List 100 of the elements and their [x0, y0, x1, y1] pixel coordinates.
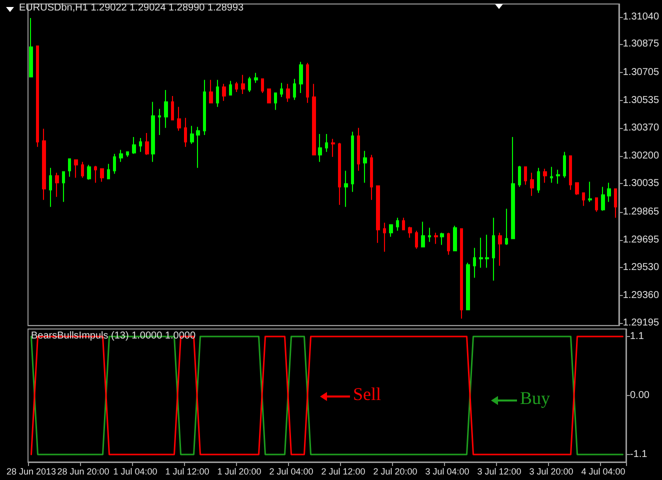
x-tick-label: 2 Jul 12:00	[321, 466, 366, 476]
candlestick	[601, 186, 605, 212]
y-tick-label: 1.31040	[622, 11, 660, 22]
candlestick	[434, 232, 438, 244]
x-tick-label: 2 Jul 04:00	[269, 466, 314, 476]
candlestick	[139, 137, 142, 152]
candlestick	[113, 153, 116, 174]
y-tick-label: 1.30875	[622, 38, 660, 50]
candlestick	[396, 217, 399, 232]
candlestick	[447, 232, 450, 256]
annotation: Buy	[520, 388, 550, 409]
candlestick	[151, 101, 155, 162]
candlestick	[293, 78, 296, 100]
candlestick	[158, 108, 161, 136]
candlestick	[286, 83, 290, 102]
candlestick	[376, 185, 380, 244]
candlestick	[492, 217, 495, 282]
candlestick	[415, 230, 418, 250]
candlestick	[145, 132, 149, 156]
candlestick	[306, 62, 309, 104]
candlestick	[62, 171, 65, 202]
candlestick	[338, 142, 341, 206]
candlestick	[68, 158, 71, 178]
candlestick	[209, 79, 213, 104]
candlestick	[511, 136, 515, 240]
candlestick	[460, 228, 463, 320]
x-tick-label: 3 Jul 04:00	[425, 466, 470, 476]
candlestick	[357, 127, 360, 172]
candlestick	[94, 165, 97, 184]
candlestick	[543, 168, 547, 184]
candlestick	[49, 167, 52, 208]
candlestick	[81, 161, 84, 178]
x-tick-label: 1 Jul 04:00	[113, 466, 158, 476]
candlestick	[229, 80, 232, 96]
y-tick-label: 1.29695	[622, 234, 660, 246]
candlestick	[344, 170, 348, 208]
candlestick	[241, 74, 245, 94]
candlestick	[524, 166, 527, 186]
candlestick	[563, 151, 566, 178]
candlestick	[550, 166, 553, 184]
candlestick	[164, 89, 168, 128]
x-tick-label: 28 Jun 20:00	[57, 466, 110, 476]
candlestick	[29, 17, 33, 78]
candlestick	[582, 192, 585, 206]
candlestick	[274, 92, 277, 110]
y-tick-label: 1.29530	[622, 262, 660, 273]
candlestick	[126, 151, 129, 158]
candlestick	[177, 106, 181, 132]
candlestick	[466, 262, 470, 310]
candlestick	[556, 169, 560, 184]
candlestick	[363, 150, 367, 184]
x-tick-label: 1 Jul 12:00	[165, 466, 210, 476]
candlestick	[254, 72, 258, 84]
annotation: Sell	[353, 384, 382, 405]
candlestick	[575, 182, 579, 196]
candlestick	[569, 155, 572, 190]
candlestick	[485, 234, 489, 268]
y-tick-label: 1.30370	[622, 122, 660, 134]
candlestick	[42, 128, 46, 200]
x-tick-label: 4 Jul 04:00	[581, 466, 626, 476]
candlestick	[280, 82, 283, 98]
candlestick	[87, 164, 91, 180]
x-tick-label: 3 Jul 20:00	[529, 466, 574, 476]
candlestick	[389, 224, 393, 238]
candlestick	[171, 95, 174, 120]
candlestick	[190, 125, 194, 144]
y-tick-label: 1.30535	[622, 95, 660, 106]
candlestick	[530, 172, 534, 196]
candlestick	[36, 45, 39, 148]
candlestick	[312, 83, 316, 156]
candlestick	[261, 78, 264, 94]
candlestick	[402, 217, 405, 230]
x-tick-label: 3 Jul 12:00	[477, 466, 522, 476]
candlestick	[421, 221, 425, 248]
candlestick	[196, 126, 200, 168]
candlestick	[299, 61, 303, 94]
candlestick	[331, 138, 335, 158]
candlestick	[505, 208, 508, 246]
y-tick-label: 1.30705	[622, 66, 660, 78]
candlestick	[318, 133, 322, 162]
candlestick	[607, 182, 611, 202]
candlestick	[428, 227, 431, 242]
candlestick	[216, 79, 219, 108]
y-tick-label: 0.00	[630, 390, 650, 401]
y-tick-label: 1.30200	[622, 150, 660, 162]
candlestick	[267, 88, 271, 104]
candlestick	[100, 168, 104, 182]
candlestick	[203, 79, 206, 136]
candlestick	[537, 167, 540, 194]
y-tick-label: 1.1	[630, 331, 644, 342]
candlestick	[222, 83, 226, 102]
candlestick	[370, 154, 373, 200]
candlestick	[383, 222, 386, 252]
y-tick-label: 1.29865	[622, 206, 660, 218]
candlestick	[351, 131, 354, 192]
x-tick-label: 1 Jul 20:00	[217, 466, 262, 476]
candlestick	[473, 247, 476, 278]
candlestick	[325, 133, 328, 152]
candlestick	[119, 149, 123, 162]
candlestick	[107, 163, 110, 180]
